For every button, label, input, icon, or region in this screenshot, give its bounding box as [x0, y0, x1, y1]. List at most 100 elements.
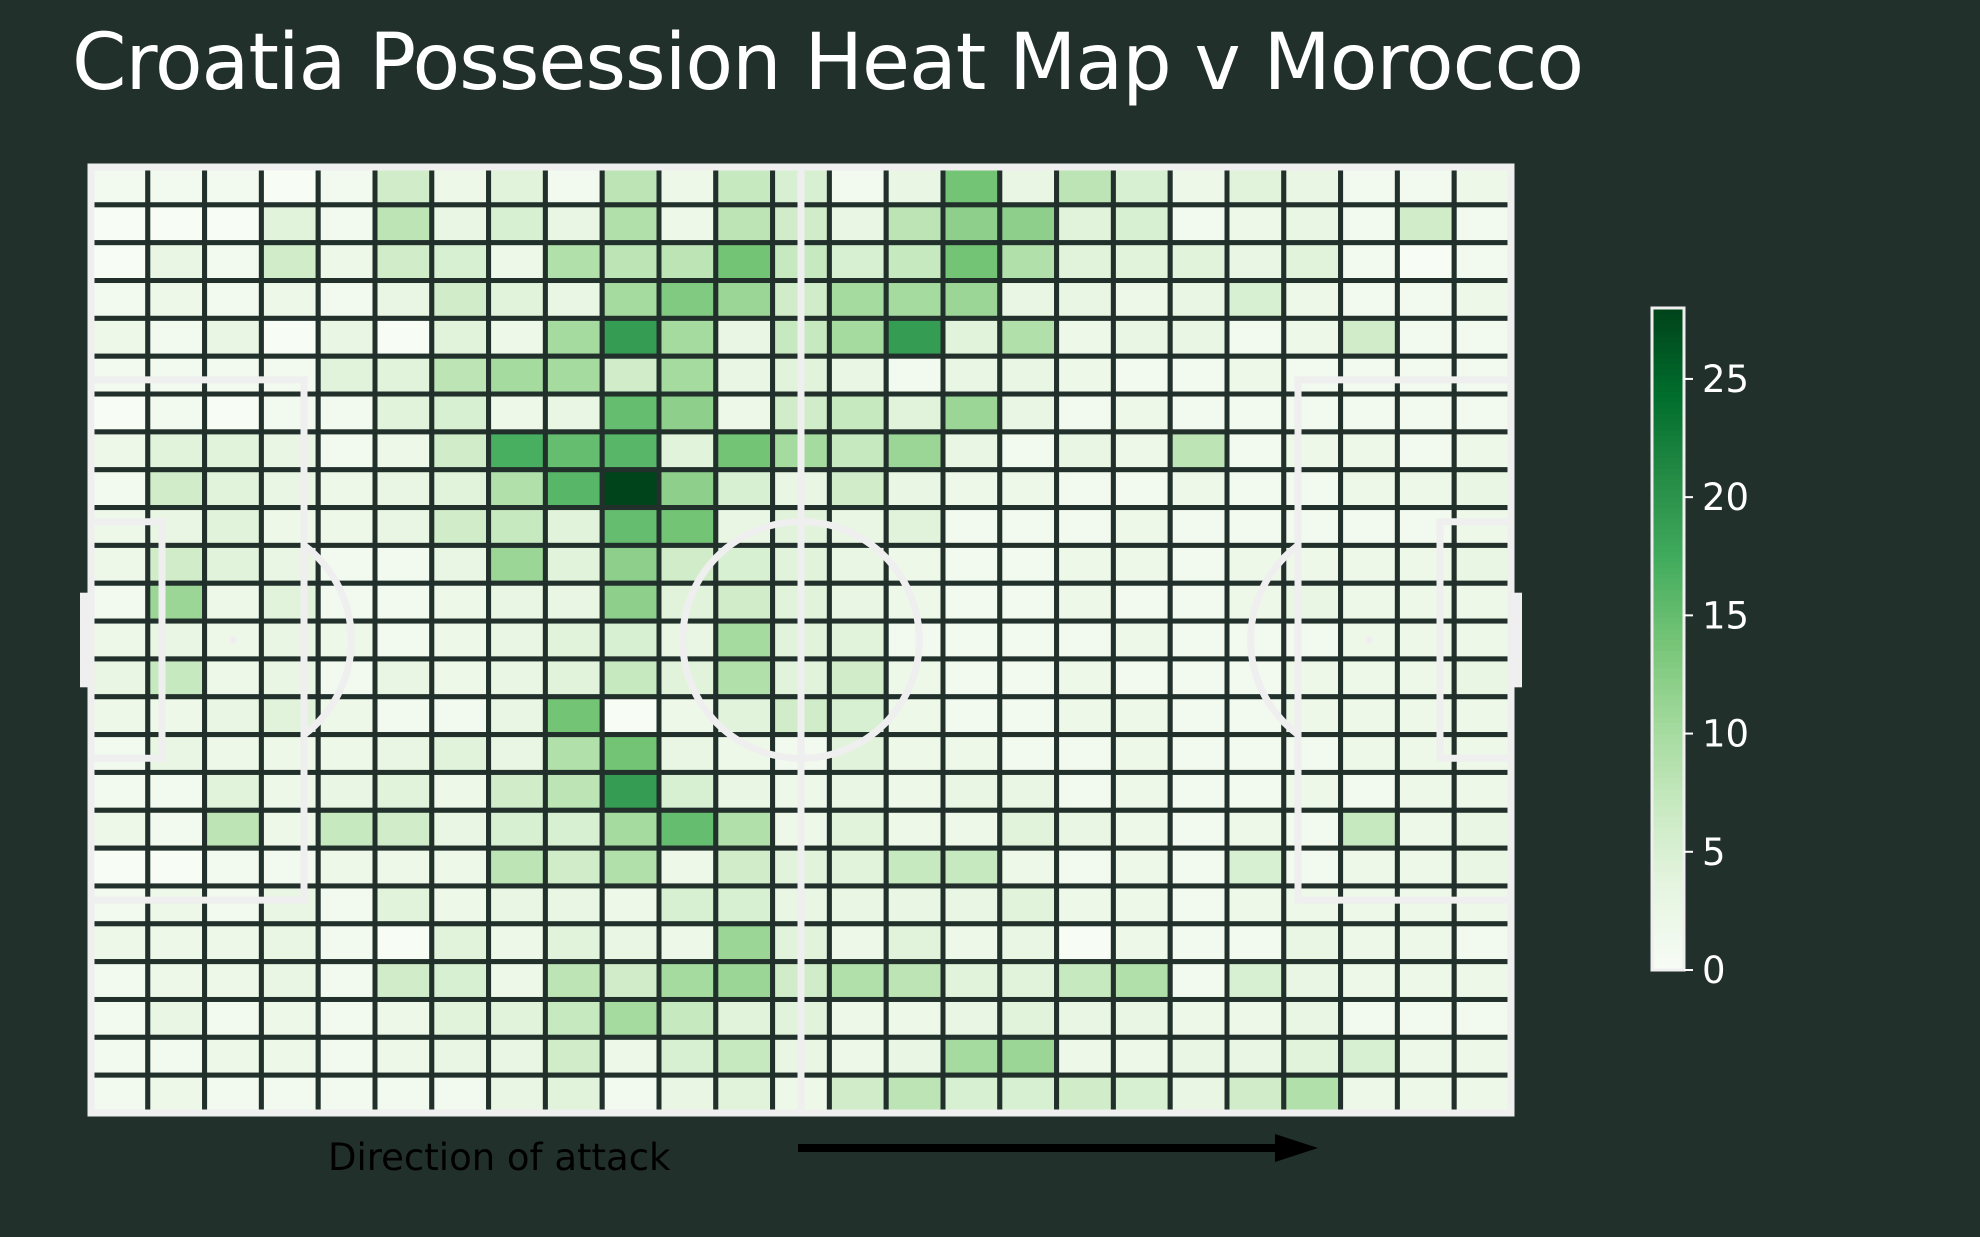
heatmap-cell: [429, 769, 492, 813]
colorbar-gradient-band: [1652, 903, 1684, 911]
colorbar-gradient-band: [1652, 881, 1684, 889]
heatmap-cell: [429, 429, 492, 473]
heatmap-cell: [1451, 505, 1514, 548]
heatmap-cell: [145, 845, 208, 889]
heatmap-cell: [1451, 1072, 1514, 1116]
heatmap-cell: [1110, 467, 1173, 511]
heatmap-cell: [1054, 656, 1116, 700]
heatmap-cell: [826, 353, 889, 397]
heatmap-cell: [542, 883, 605, 927]
heatmap-cell: [1224, 202, 1287, 246]
heatmap-cell: [713, 391, 776, 435]
heatmap-cell: [1110, 996, 1173, 1040]
heatmap-cell: [713, 694, 776, 738]
heatmap-cell: [145, 278, 208, 321]
heatmap-cell: [315, 845, 378, 889]
heatmap-cell: [202, 505, 264, 548]
heatmap-cell: [542, 845, 605, 889]
heatmap-cell: [826, 580, 889, 624]
heatmap-cell: [1224, 467, 1287, 511]
heatmap-cell: [542, 656, 605, 700]
heatmap-cell: [1281, 353, 1344, 397]
heatmap-cell: [372, 202, 435, 246]
heatmap-cell: [1054, 959, 1116, 1002]
heatmap-cell: [315, 202, 378, 246]
heatmap-cell: [372, 807, 435, 851]
heatmap-cell: [429, 315, 492, 359]
heatmap-cell: [315, 807, 378, 851]
heatmap-cell: [1224, 315, 1287, 359]
colorbar-gradient-band: [1652, 407, 1684, 414]
heatmap-cell: [542, 921, 605, 965]
colorbar-gradient-band: [1652, 622, 1684, 629]
heatmap-cell: [997, 883, 1060, 927]
heatmap-cell: [1224, 278, 1287, 321]
heatmap-cell: [599, 807, 662, 851]
heatmap-cell: [429, 240, 492, 284]
heatmap-cell: [542, 542, 605, 586]
heatmap-cell: [1338, 467, 1400, 511]
heatmap-cell: [883, 278, 946, 321]
heatmap-cell: [1110, 542, 1173, 586]
colorbar-gradient-band: [1652, 672, 1684, 679]
heatmap-cell: [1054, 921, 1116, 965]
heatmap-cell: [542, 959, 605, 1002]
heatmap-cell: [1281, 656, 1344, 700]
heatmap-cell: [88, 429, 151, 473]
heatmap-cell: [997, 391, 1060, 435]
heatmap-cell: [940, 1034, 1003, 1078]
heatmap-cell: [713, 1034, 776, 1078]
heatmap-cell: [1451, 769, 1514, 813]
heatmap-cell: [88, 542, 151, 586]
heatmap-cell: [883, 467, 946, 511]
colorbar-gradient-band: [1652, 567, 1684, 574]
heatmap-cell: [1224, 845, 1287, 889]
heatmap-cell: [1394, 315, 1457, 359]
heatmap-cell: [1338, 315, 1400, 359]
heatmap-cell: [1167, 732, 1230, 775]
heatmap-cell: [1281, 769, 1344, 813]
heatmap-cell: [1054, 429, 1116, 473]
heatmap-cell: [940, 391, 1003, 435]
heatmap-cell: [599, 656, 662, 700]
heatmap-cell: [202, 769, 264, 813]
heatmap-cell: [1451, 278, 1514, 321]
colorbar-gradient-band: [1652, 418, 1684, 425]
heatmap-cell: [1110, 845, 1173, 889]
heatmap-cell: [656, 429, 719, 473]
heatmap-cell: [1394, 1072, 1457, 1116]
heatmap-cell: [1338, 1072, 1400, 1116]
heatmap-cell: [1394, 391, 1457, 435]
colorbar-tick-label: 15: [1702, 594, 1749, 637]
heatmap-cell: [883, 429, 946, 473]
heatmap-cell: [1167, 467, 1230, 511]
colorbar-gradient-band: [1652, 517, 1684, 525]
heatmap-cell: [429, 694, 492, 738]
heatmap-cell: [1451, 580, 1514, 624]
colorbar-gradient-band: [1652, 633, 1684, 640]
heatmap-cell: [202, 542, 264, 586]
heatmap-cell: [486, 315, 548, 359]
colorbar-gradient-band: [1652, 826, 1684, 834]
colorbar-gradient-band: [1652, 539, 1684, 547]
heatmap-cell: [88, 694, 151, 738]
heatmap-cell: [486, 996, 548, 1040]
colorbar-gradient-band: [1652, 865, 1684, 872]
heatmap-cell: [883, 240, 946, 284]
heatmap-cell: [940, 769, 1003, 813]
heatmap-cell: [1281, 278, 1344, 321]
heatmap-cell: [88, 164, 151, 208]
heatmap-cell: [258, 1072, 321, 1116]
heatmap-cell: [202, 429, 264, 473]
heatmap-cell: [145, 542, 208, 586]
left-goal: [80, 592, 94, 688]
heatmap-cell: [1451, 202, 1514, 246]
heatmap-cell: [1167, 807, 1230, 851]
heatmap-cell: [713, 618, 776, 662]
heatmap-cell: [1167, 542, 1230, 586]
heatmap-cell: [940, 996, 1003, 1040]
heatmap-cell: [372, 278, 435, 321]
heatmap-cell: [145, 505, 208, 548]
heatmap-cell: [883, 202, 946, 246]
